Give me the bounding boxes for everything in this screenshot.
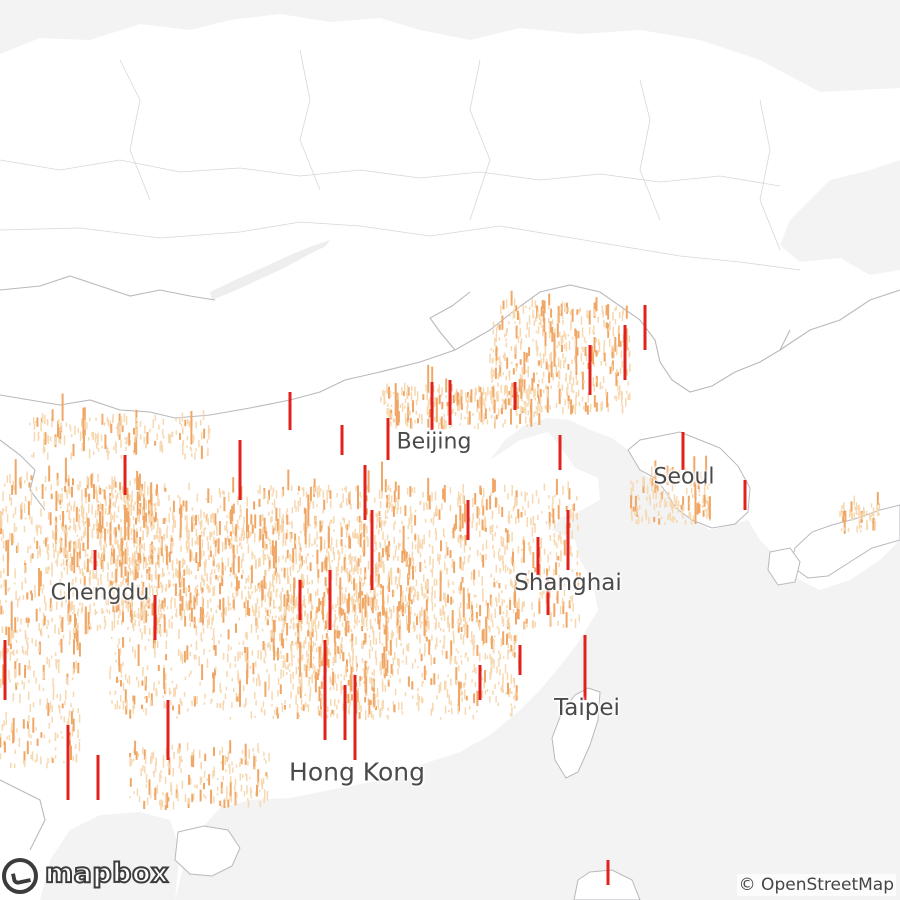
arctic-ocean [0,0,900,92]
japan-kyushu [767,547,801,586]
population-spikes [0,290,881,885]
korea-peninsula [627,431,751,529]
gulf-of-tonkin [40,812,180,900]
lake-baikal [210,240,330,300]
sea-of-okhotsk [780,160,900,275]
country-borders [0,275,900,851]
taiwan-island [551,687,601,779]
hainan-island [174,825,241,877]
region-borders [0,49,801,271]
yellow-sea-and-pacific [175,418,900,900]
